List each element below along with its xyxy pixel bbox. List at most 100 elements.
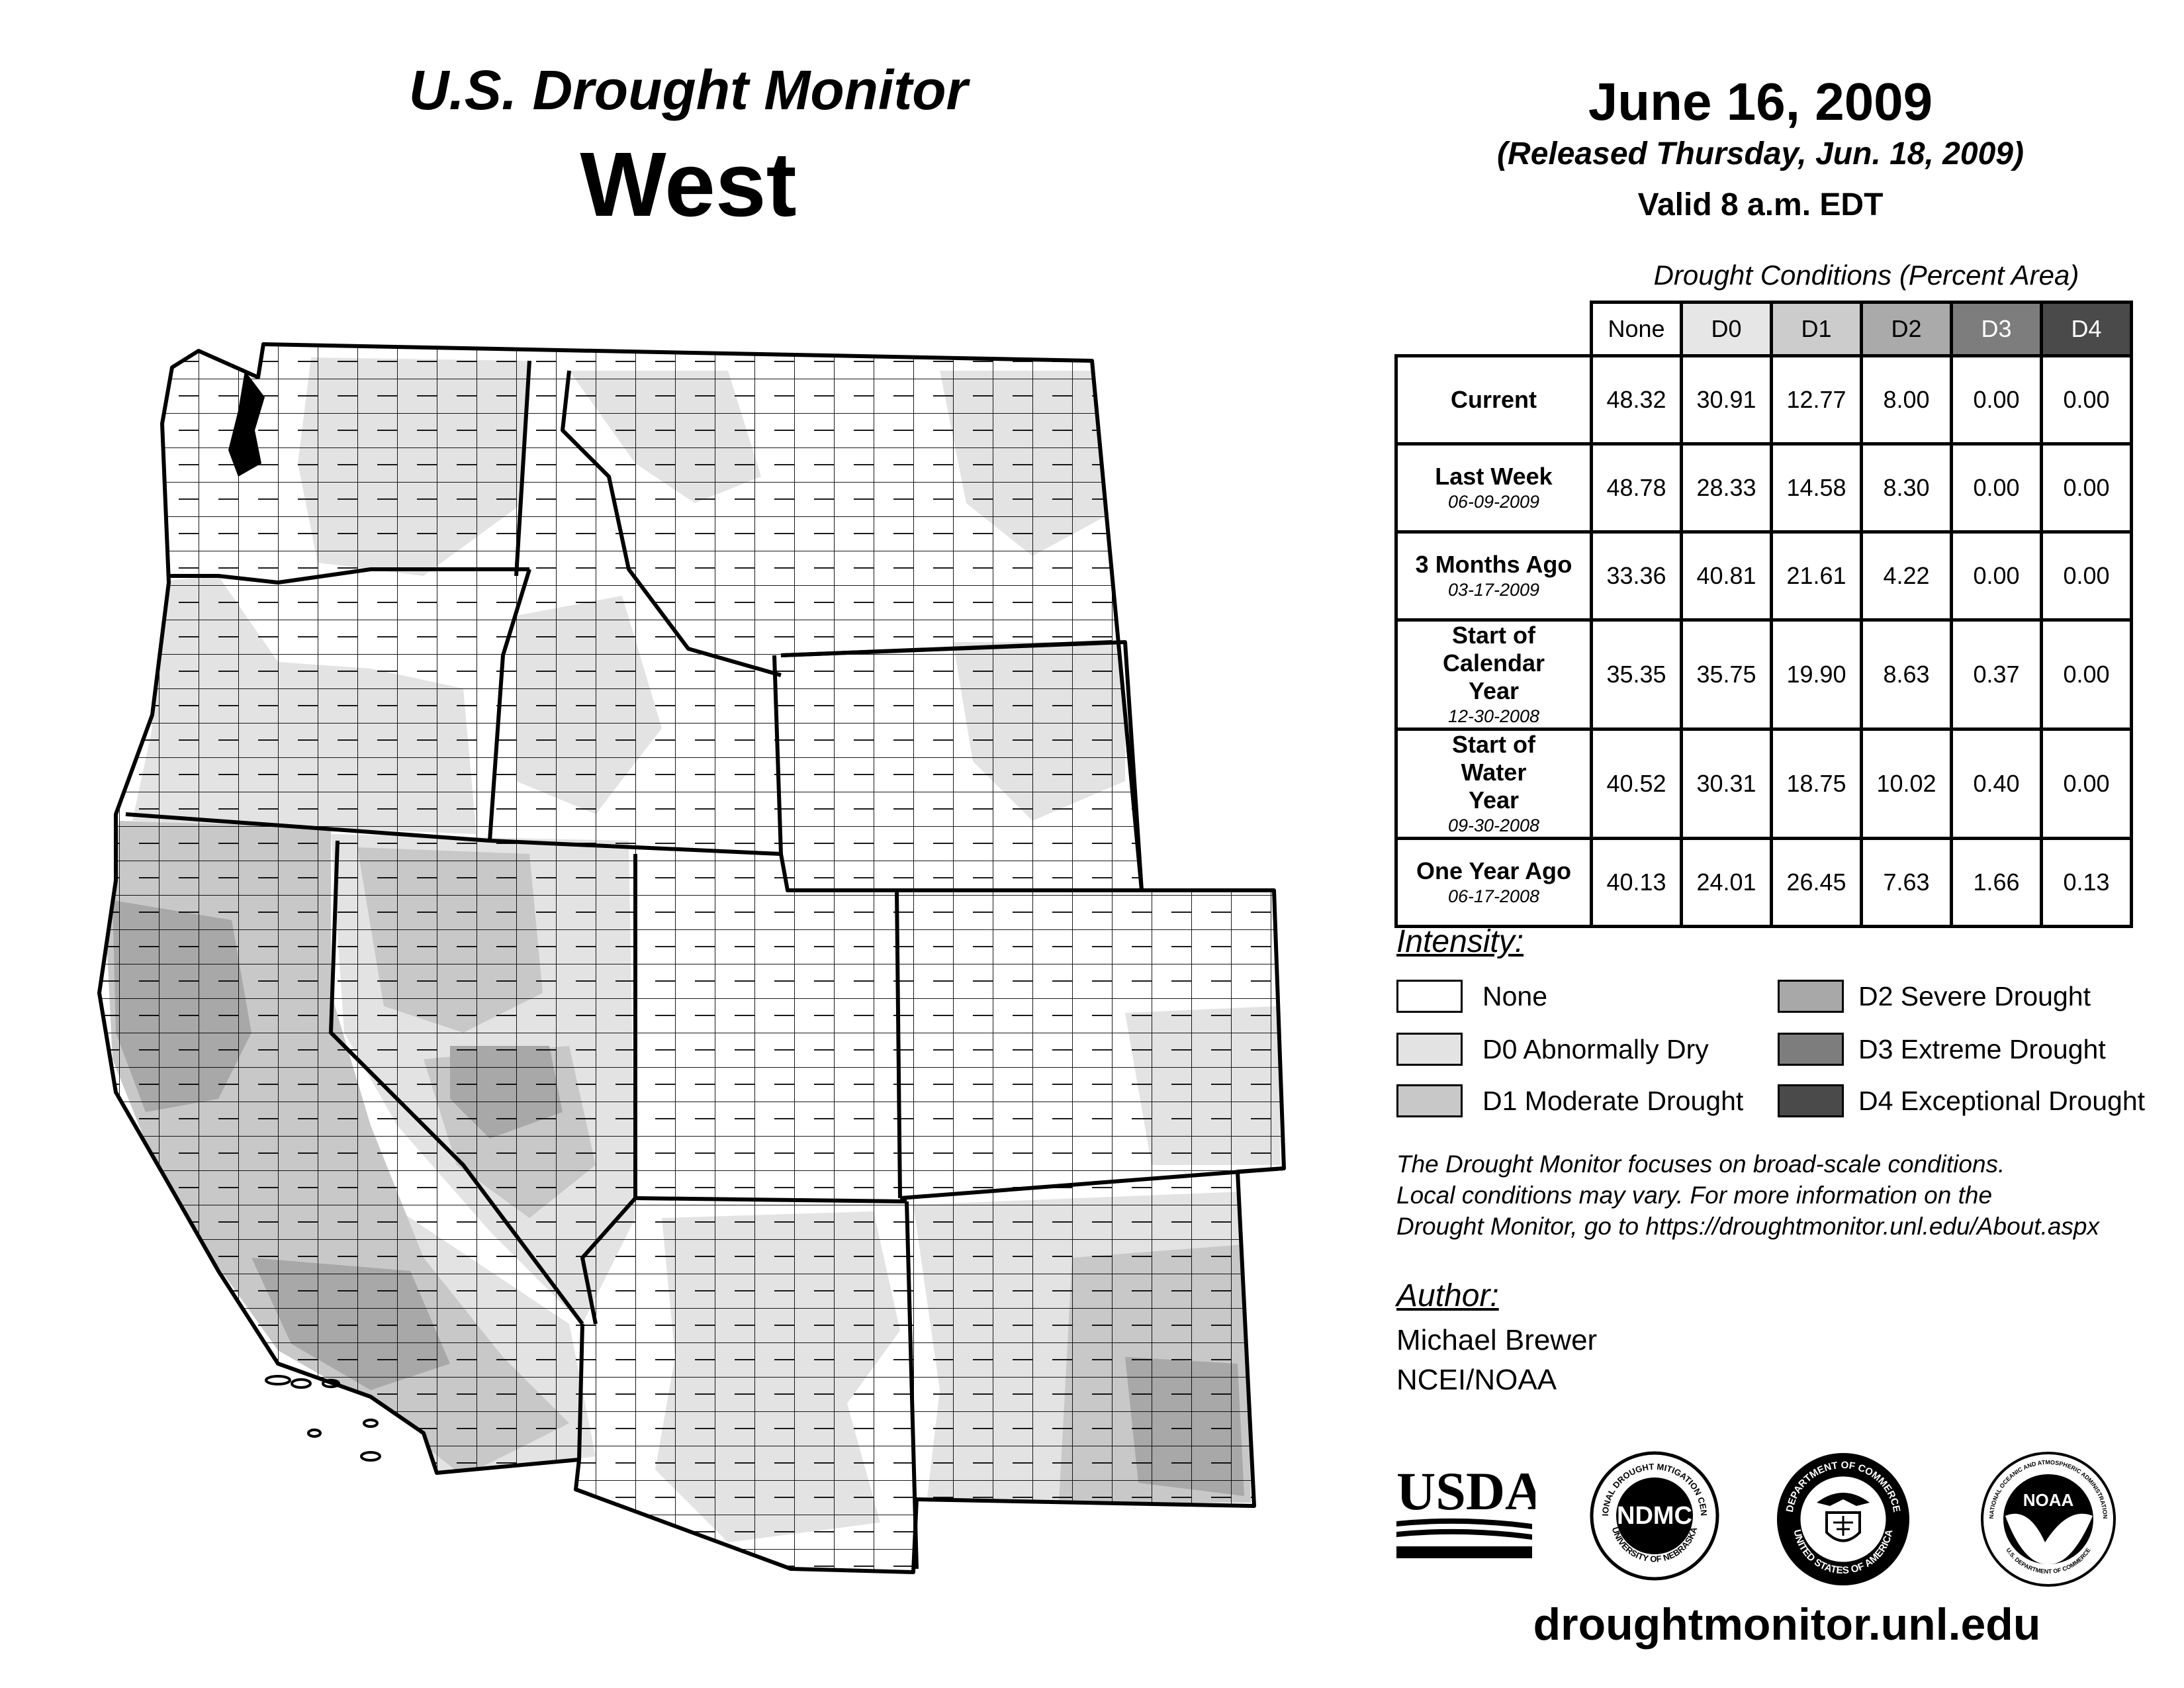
legend-swatch (1778, 980, 1844, 1013)
id-nv-ut-border (489, 839, 782, 856)
row-label-text: 3 Months Ago (1415, 551, 1572, 578)
legend-swatch (1396, 1033, 1463, 1066)
ca-az-border (577, 1323, 584, 1460)
table-cell: 33.36 (1590, 530, 1683, 622)
id-wy-border (772, 655, 783, 855)
drought-map (0, 0, 1324, 1622)
commerce-seal-logo: DEPARTMENT OF COMMERCE UNITED STATES OF … (1777, 1453, 1909, 1585)
region-title: West (580, 134, 797, 236)
row-label: Start of Water Year 09-30-2008 (1394, 727, 1593, 840)
table-row: Start of Calendar Year 12-30-2008 35.35 3… (1394, 618, 2133, 731)
table-cell: 21.61 (1770, 530, 1863, 622)
legend-label: None (1482, 981, 1548, 1011)
table-cell: 8.00 (1860, 354, 1953, 445)
valid-time: Valid 8 a.m. EDT (1637, 187, 1884, 222)
table-cell: 0.00 (1950, 442, 2043, 534)
table-cell: 1.66 (1950, 837, 2043, 928)
legend-label: D0 Abnormally Dry (1482, 1034, 1709, 1064)
table-cell: 7.63 (1860, 837, 1953, 928)
legend-swatch (1778, 1033, 1844, 1066)
usda-logo: USDA (1396, 1463, 1535, 1558)
row-label-date: 06-09-2009 (1447, 492, 1540, 512)
table-cell: 0.00 (2040, 530, 2133, 622)
row-label-date: 12-30-2008 (1447, 706, 1540, 726)
legend-swatch (1396, 1084, 1463, 1117)
legend-swatch (1396, 980, 1463, 1013)
ndmc-logo: NDMC NATIONAL DROUGHT MITIGATION CENTER … (1588, 1450, 1719, 1581)
row-label: Start of Calendar Year 12-30-2008 (1394, 618, 1593, 731)
table-cell: 30.31 (1680, 727, 1773, 840)
author-name: Michael Brewer (1396, 1324, 1598, 1356)
note-line: Drought Monitor, go to https://droughtmo… (1396, 1213, 2099, 1240)
row-label-date: 09-30-2008 (1447, 816, 1540, 835)
table-cell: 0.00 (2040, 354, 2133, 445)
table-cell: 14.58 (1770, 442, 1863, 534)
table-cell: 48.78 (1590, 442, 1683, 534)
row-label-date: 06-17-2008 (1447, 886, 1540, 906)
eagle-icon (1817, 1493, 1870, 1506)
legend-title: Intensity: (1396, 924, 1524, 959)
table-corner (1396, 303, 1592, 356)
legend-label: D2 Severe Drought (1858, 981, 2091, 1011)
table-cell: 8.63 (1860, 618, 1953, 731)
ndmc-logo-text: NDMC (1617, 1502, 1692, 1530)
table-cell: 4.22 (1860, 530, 1953, 622)
map-title: U.S. Drought Monitor (408, 59, 968, 121)
noaa-logo: NOAA NATIONAL OCEANIC AND ATMOSPHERIC AD… (1981, 1452, 2116, 1587)
table-cell: 0.00 (2040, 618, 2133, 731)
table-row: 3 Months Ago 03-17-2009 33.36 40.81 21.61… (1394, 530, 2133, 622)
or-ca-nv-border (125, 812, 490, 843)
table-row: Start of Water Year 09-30-2008 40.52 30.3… (1394, 727, 2133, 840)
table-cell: 40.13 (1590, 837, 1683, 928)
table-caption: Drought Conditions (Percent Area) (1653, 259, 2079, 291)
table-cell: 10.02 (1860, 727, 1953, 840)
table-header-row: None D0 D1 D2 D3 D4 (1396, 301, 2133, 357)
table-cell: 0.00 (1950, 354, 2043, 445)
id-mt-border (561, 370, 782, 677)
legend-label: D1 Moderate Drought (1482, 1086, 1744, 1116)
map-date: June 16, 2009 (1588, 72, 1933, 131)
table-cell: 0.13 (2040, 837, 2133, 928)
nv-az-border (580, 1197, 637, 1325)
table-cell: 24.01 (1680, 837, 1773, 928)
col-header: D1 (1770, 301, 1863, 357)
row-label-text: Start of Calendar Year (1442, 622, 1545, 704)
table-cell: 0.37 (1950, 618, 2043, 731)
note-line: Local conditions may vary. For more info… (1396, 1182, 1993, 1209)
table-cell: 0.00 (2040, 727, 2133, 840)
row-label: 3 Months Ago 03-17-2009 (1394, 530, 1593, 622)
col-header: None (1590, 301, 1683, 357)
usda-logo-text: USDA (1396, 1463, 1535, 1521)
col-header: D3 (1950, 301, 2043, 357)
table-cell: 0.40 (1950, 727, 2043, 840)
table-row: Current 48.32 30.91 12.77 8.00 0.00 0.00 (1394, 354, 2133, 445)
shield-icon (1825, 1511, 1861, 1542)
ca-nv-border (329, 840, 584, 1325)
author-org: NCEI/NOAA (1396, 1364, 1557, 1396)
col-header: D0 (1680, 301, 1773, 357)
table-cell: 18.75 (1770, 727, 1863, 840)
table-row: One Year Ago 06-17-2008 40.13 24.01 26.45… (1394, 837, 2133, 928)
col-header: D4 (2040, 301, 2133, 357)
footer-url[interactable]: droughtmonitor.unl.edu (1533, 1599, 2041, 1650)
co-nm-border (899, 1166, 1285, 1200)
note-line: The Drought Monitor focuses on broad-sca… (1396, 1150, 2005, 1178)
table-row: Last Week 06-09-2009 48.78 28.33 14.58 8.… (1394, 442, 2133, 534)
table-cell: 19.90 (1770, 618, 1863, 731)
row-label-date: 03-17-2009 (1447, 580, 1540, 600)
channel-islands (265, 1375, 381, 1462)
table-cell: 28.33 (1680, 442, 1773, 534)
table-cell: 40.81 (1680, 530, 1773, 622)
or-id-border (488, 569, 531, 841)
state-boundaries (99, 344, 1284, 1572)
row-label: One Year Ago 06-17-2008 (1394, 837, 1593, 928)
table-cell: 48.32 (1590, 354, 1683, 445)
drought-conditions-table: None D0 D1 D2 D3 D4 Current 48.32 30.91 … (1394, 301, 2133, 928)
wa-or-border (169, 567, 529, 585)
table-cell: 40.52 (1590, 727, 1683, 840)
table-cell: 35.35 (1590, 618, 1683, 731)
row-label-text: Start of Water Year (1452, 731, 1535, 814)
row-label-text: Current (1450, 386, 1537, 413)
release-date: (Released Thursday, Jun. 18, 2009) (1497, 136, 2024, 171)
table-cell: 0.00 (1950, 530, 2043, 622)
